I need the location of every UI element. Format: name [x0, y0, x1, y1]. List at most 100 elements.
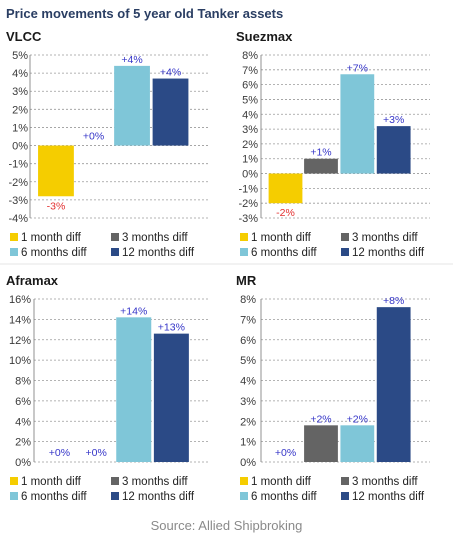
aframax-data-label: +0% — [49, 447, 70, 459]
mr-y-tick-label: 2% — [240, 416, 256, 428]
aframax-legend-swatch-12-months-diff — [111, 492, 119, 500]
vlcc-y-tick-label: -4% — [8, 213, 28, 225]
mr-legend-label: 6 months diff — [251, 491, 317, 503]
aframax-chart-title: Aframax — [6, 273, 59, 288]
aframax-legend-label: 1 month diff — [21, 476, 82, 488]
vlcc-bar-1-month-diff — [38, 145, 74, 197]
aframax-legend-swatch-1-month-diff — [10, 477, 18, 485]
suezmax-y-tick-label: 3% — [242, 124, 258, 136]
suezmax-y-tick-label: -3% — [238, 213, 258, 225]
suezmax-legend-label: 12 months diff — [352, 247, 425, 259]
mr-data-label: +2% — [310, 413, 331, 425]
suezmax-y-tick-label: -2% — [238, 198, 258, 210]
vlcc-legend-label: 3 months diff — [122, 232, 188, 244]
mr-y-tick-label: 7% — [240, 314, 256, 326]
suezmax-bar-1-month-diff — [268, 173, 303, 204]
vlcc-data-label: -3% — [47, 200, 66, 212]
suezmax-y-tick-label: 0% — [242, 169, 258, 181]
vlcc-legend-label: 12 months diff — [122, 247, 195, 259]
vlcc-legend-swatch-3-months-diff — [111, 233, 119, 241]
suezmax-y-tick-label: 6% — [242, 80, 258, 92]
vlcc-data-label: +4% — [121, 54, 142, 66]
vlcc-chart-title: VLCC — [6, 29, 42, 44]
suezmax-y-tick-label: 7% — [242, 65, 258, 77]
suezmax-legend-label: 3 months diff — [352, 232, 418, 244]
aframax-data-label: +14% — [120, 305, 147, 317]
suezmax-data-label: +7% — [347, 62, 368, 74]
aframax-y-tick-label: 4% — [15, 416, 31, 428]
vlcc-chart: VLCC 5% 4% 3% 2% 1% 0% -1% -2% -3% -4% -3% +0% +4% +4%… — [6, 29, 209, 259]
mr-chart: MR 8% 7% 6% 5% 4% 3% 2% 1% 0% +0% +2% +2% +8% 1 month … — [236, 273, 430, 503]
vlcc-y-tick-label: 4% — [12, 68, 28, 80]
mr-legend-label: 12 months diff — [352, 491, 425, 503]
vlcc-y-tick-label: -3% — [8, 195, 28, 207]
aframax-data-label: +0% — [85, 447, 106, 459]
suezmax-legend-label: 1 month diff — [251, 232, 312, 244]
vlcc-y-tick-label: -1% — [8, 159, 28, 171]
vlcc-y-tick-label: 3% — [12, 86, 28, 98]
aframax-y-tick-label: 16% — [9, 294, 31, 306]
suezmax-chart: Suezmax 8% 7% 6% 5% 4% 3% 2% 1% 0% -1% -2% -3% -2% +1%… — [236, 29, 430, 259]
aframax-chart: Aframax 16% 14% 12% 10% 8% 6% 4% 2% 0% +0% +0% +14% +… — [6, 273, 209, 503]
source-note: Source: Allied Shipbroking — [150, 518, 303, 533]
figure-title: Price movements of 5 year old Tanker ass… — [6, 6, 284, 21]
mr-data-label: +2% — [347, 413, 368, 425]
mr-legend-swatch-3-months-diff — [341, 477, 349, 485]
mr-data-label: +0% — [275, 447, 296, 459]
aframax-y-tick-label: 0% — [15, 457, 31, 469]
mr-chart-title: MR — [236, 273, 257, 288]
aframax-legend-label: 6 months diff — [21, 491, 87, 503]
suezmax-y-tick-label: 2% — [242, 139, 258, 151]
vlcc-data-label: +0% — [83, 131, 104, 143]
mr-bar-3-months-diff — [304, 425, 338, 462]
mr-y-tick-label: 6% — [240, 335, 256, 347]
vlcc-bar-6-months-diff — [114, 65, 150, 146]
mr-y-tick-label: 3% — [240, 396, 256, 408]
vlcc-legend-label: 1 month diff — [21, 232, 82, 244]
suezmax-legend-swatch-12-months-diff — [341, 248, 349, 256]
charts-svg: VLCC 5% 4% 3% 2% 1% 0% -1% -2% -3% -4% -3% +0% +4% +4%… — [0, 29, 453, 503]
suezmax-bar-3-months-diff — [304, 158, 338, 174]
suezmax-y-tick-label: 4% — [242, 109, 258, 121]
aframax-legend-label: 12 months diff — [122, 491, 195, 503]
vlcc-y-tick-label: 1% — [12, 122, 28, 134]
mr-legend-label: 3 months diff — [352, 476, 418, 488]
aframax-y-tick-label: 2% — [15, 437, 31, 449]
vlcc-y-tick-label: 5% — [12, 50, 28, 62]
suezmax-y-tick-label: -1% — [238, 183, 258, 195]
vlcc-legend-swatch-12-months-diff — [111, 248, 119, 256]
suezmax-bar-6-months-diff — [340, 74, 375, 174]
mr-data-label: +8% — [383, 295, 404, 307]
mr-y-tick-label: 1% — [240, 437, 256, 449]
suezmax-data-label: +1% — [310, 147, 331, 159]
suezmax-data-label: +3% — [383, 114, 404, 126]
mr-y-tick-label: 8% — [240, 294, 256, 306]
chart-panel: Price movements of 5 year old Tanker ass… — [0, 6, 453, 503]
mr-y-tick-label: 5% — [240, 355, 256, 367]
suezmax-legend-label: 6 months diff — [251, 247, 317, 259]
mr-legend-label: 1 month diff — [251, 476, 312, 488]
vlcc-y-tick-label: 2% — [12, 104, 28, 116]
mr-legend-swatch-12-months-diff — [341, 492, 349, 500]
vlcc-y-tick-label: -2% — [8, 177, 28, 189]
aframax-data-label: +13% — [158, 322, 185, 334]
suezmax-data-label: -2% — [276, 207, 295, 219]
aframax-y-tick-label: 14% — [9, 314, 31, 326]
vlcc-legend-label: 6 months diff — [21, 247, 87, 259]
aframax-bar-12-months-diff — [153, 333, 189, 462]
aframax-y-tick-label: 6% — [15, 396, 31, 408]
suezmax-chart-title: Suezmax — [236, 29, 293, 44]
vlcc-y-tick-label: 0% — [12, 141, 28, 153]
suezmax-bar-12-months-diff — [376, 126, 411, 174]
aframax-legend-swatch-6-months-diff — [10, 492, 18, 500]
suezmax-legend-swatch-3-months-diff — [341, 233, 349, 241]
suezmax-legend-swatch-6-months-diff — [240, 248, 248, 256]
suezmax-y-tick-label: 1% — [242, 154, 258, 166]
vlcc-bar-12-months-diff — [152, 78, 189, 146]
mr-legend-swatch-6-months-diff — [240, 492, 248, 500]
aframax-bar-6-months-diff — [116, 317, 152, 462]
suezmax-legend-swatch-1-month-diff — [240, 233, 248, 241]
mr-y-tick-label: 4% — [240, 376, 256, 388]
aframax-y-tick-label: 12% — [9, 335, 31, 347]
aframax-y-tick-label: 10% — [9, 355, 31, 367]
